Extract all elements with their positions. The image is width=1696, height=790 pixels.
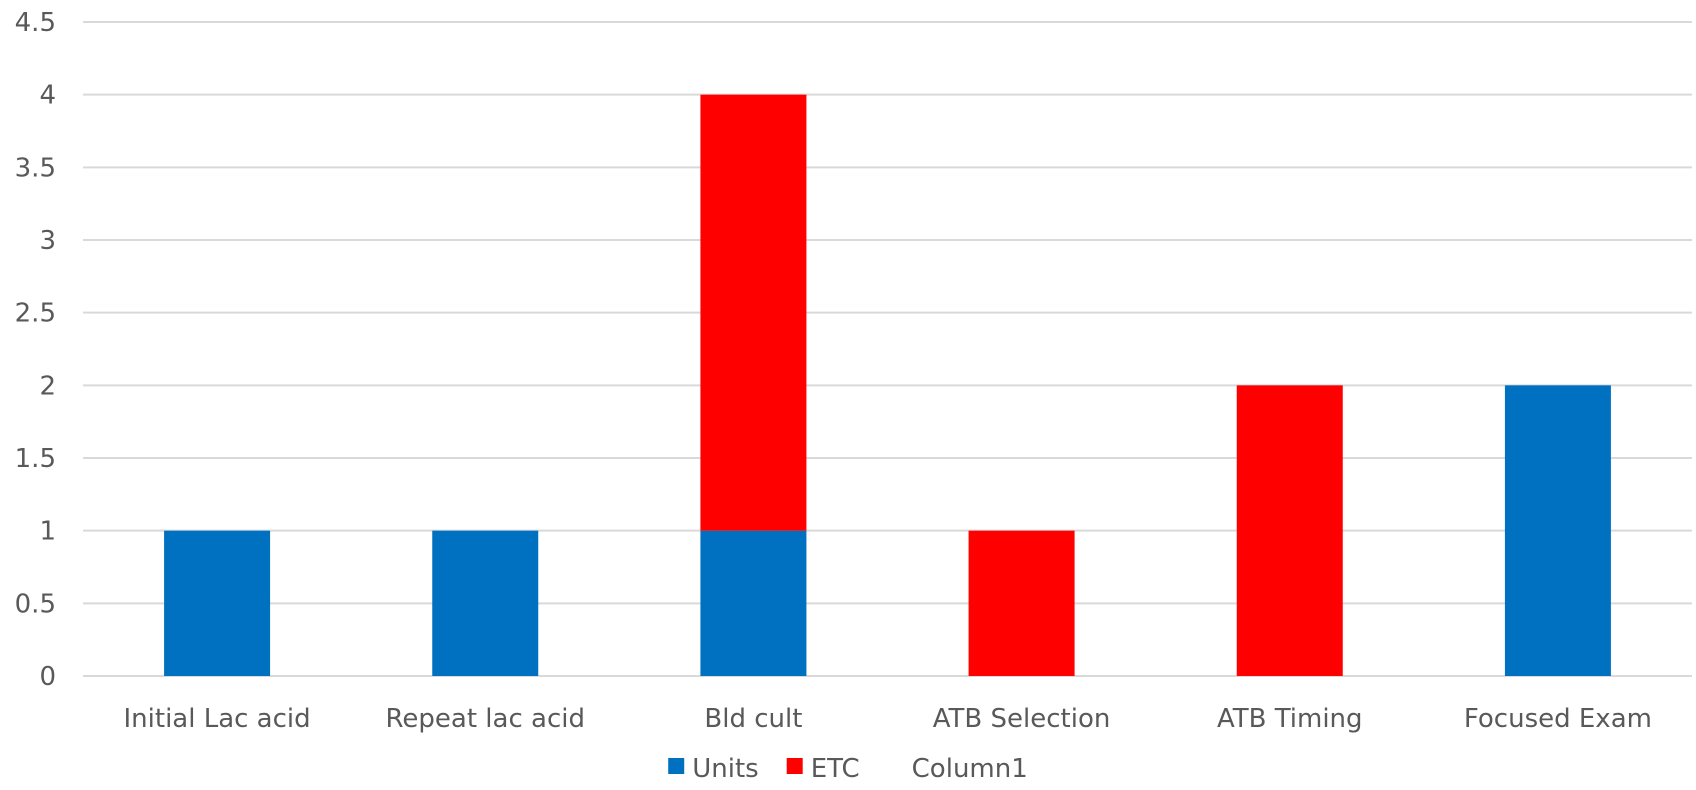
y-tick-label: 4.5 — [15, 8, 56, 38]
x-category-label: Repeat lac acid — [386, 704, 585, 734]
legend-swatch — [786, 758, 803, 774]
x-category-label: Focused Exam — [1464, 704, 1652, 734]
y-tick-label: 4 — [39, 81, 56, 111]
bar-units-0 — [164, 530, 271, 676]
legend: Units ETC Column1 — [668, 754, 1028, 784]
y-tick-label: 0 — [39, 662, 56, 692]
y-tick-label: 3.5 — [15, 153, 56, 183]
y-tick-label: 2.5 — [15, 299, 56, 329]
bars — [164, 94, 1611, 676]
legend-swatch — [668, 758, 685, 774]
y-tick-label: 1.5 — [15, 444, 56, 474]
x-category-label: ATB Timing — [1217, 704, 1363, 734]
bar-units-5 — [1504, 385, 1611, 676]
x-category-label: Bld cult — [704, 704, 802, 734]
bar-etc-3 — [968, 530, 1075, 676]
bar-etc-2 — [700, 94, 807, 531]
y-tick-label: 2 — [39, 371, 56, 401]
bar-units-1 — [432, 530, 539, 676]
y-axis-tick-labels: 0 0.5 1 1.5 2 2.5 3 3.5 4 4.5 — [15, 8, 56, 692]
y-tick-label: 3 — [39, 226, 56, 256]
gridlines — [83, 21, 1692, 677]
y-tick-label: 0.5 — [15, 589, 56, 619]
legend-label: Column1 — [912, 754, 1028, 784]
x-category-label: Initial Lac acid — [124, 704, 311, 734]
legend-item-etc: ETC — [786, 754, 860, 784]
bar-units-2 — [700, 530, 807, 676]
legend-label: Units — [692, 754, 758, 784]
legend-item-column1: Column1 — [888, 754, 1028, 784]
legend-item-units: Units — [668, 754, 759, 784]
x-axis-category-labels: Initial Lac acid Repeat lac acid Bld cult A… — [124, 704, 1652, 734]
legend-label: ETC — [811, 754, 860, 784]
legend-swatch — [888, 758, 904, 774]
y-tick-label: 1 — [39, 517, 56, 547]
bar-etc-4 — [1236, 385, 1343, 676]
x-category-label: ATB Selection — [933, 704, 1111, 734]
